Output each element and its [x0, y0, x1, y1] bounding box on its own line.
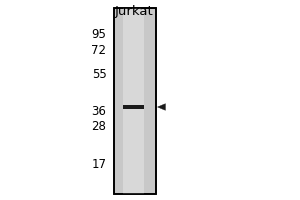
Bar — [114, 8, 156, 194]
Bar — [123, 105, 144, 109]
Bar — [114, 8, 156, 194]
Bar — [123, 8, 144, 194]
Text: Jurkat: Jurkat — [114, 4, 153, 18]
Text: 28: 28 — [92, 120, 106, 134]
Text: 55: 55 — [92, 68, 106, 82]
Text: 95: 95 — [92, 28, 106, 42]
Polygon shape — [158, 104, 165, 110]
Text: 36: 36 — [92, 105, 106, 118]
Text: 17: 17 — [92, 158, 106, 171]
Text: 72: 72 — [92, 45, 106, 58]
